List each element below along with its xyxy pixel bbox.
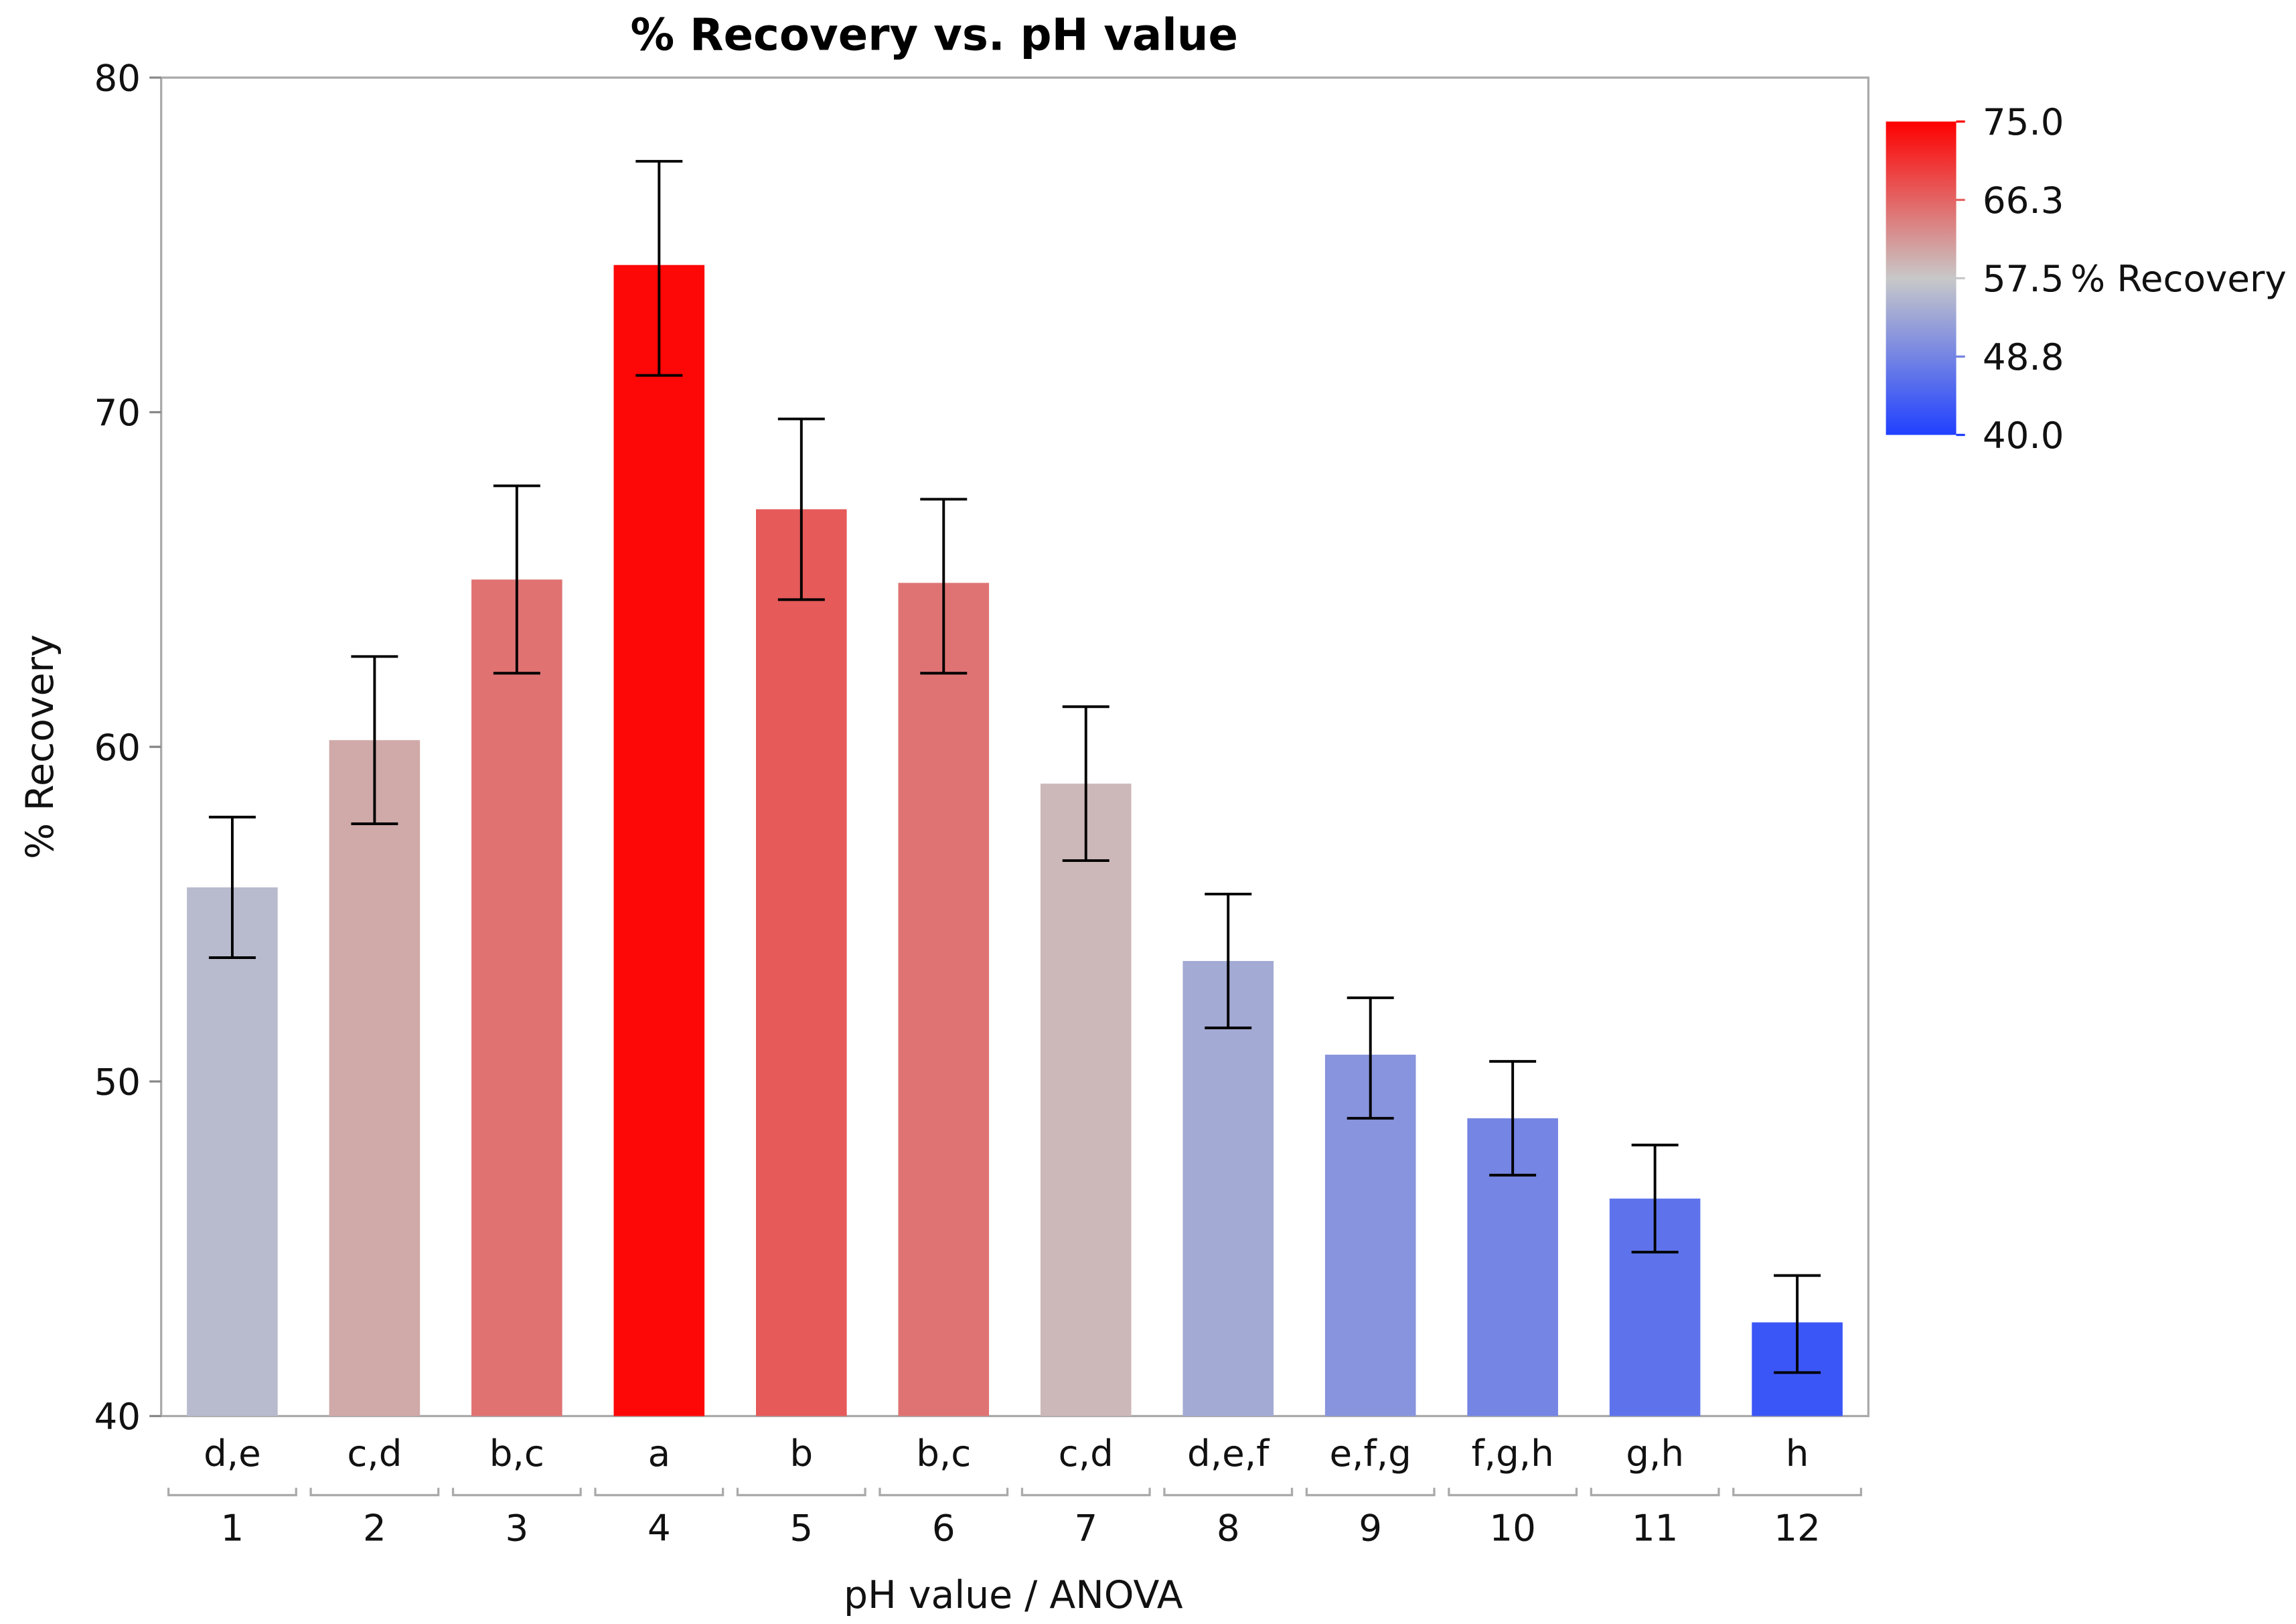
x-axis-label: pH value / ANOVA bbox=[844, 1573, 1183, 1617]
anova-group-label: g,h bbox=[1626, 1432, 1684, 1475]
x-tick-label: 11 bbox=[1632, 1506, 1679, 1549]
bar-2 bbox=[329, 740, 420, 1416]
x-tick-label: 9 bbox=[1359, 1506, 1382, 1549]
bar-1 bbox=[187, 887, 278, 1416]
x-tick-label: 10 bbox=[1489, 1506, 1536, 1549]
x-tick-label: 5 bbox=[789, 1506, 813, 1549]
color-scale-label: % Recovery bbox=[2070, 257, 2287, 300]
chart-title: % Recovery vs. pH value bbox=[631, 9, 1238, 60]
bar-4 bbox=[613, 265, 705, 1416]
bar-5 bbox=[756, 509, 847, 1416]
anova-group-label: f,g,h bbox=[1471, 1432, 1553, 1475]
x-tick-label: 12 bbox=[1774, 1506, 1821, 1549]
bar-8 bbox=[1182, 960, 1274, 1416]
bars bbox=[187, 159, 1843, 1416]
x-tick-label: 1 bbox=[221, 1506, 244, 1549]
anova-group-label: b,c bbox=[916, 1432, 971, 1475]
x-tick-label: 4 bbox=[647, 1506, 671, 1549]
group-bracket bbox=[1448, 1487, 1578, 1497]
legend-tick-label: 75.0 bbox=[1983, 100, 2064, 143]
anova-group-label: c,d bbox=[347, 1432, 402, 1475]
group-bracket bbox=[451, 1487, 582, 1497]
y-tick-label: 50 bbox=[94, 1061, 141, 1104]
anova-group-label: d,e bbox=[204, 1432, 261, 1475]
x-tick-label: 3 bbox=[505, 1506, 528, 1549]
legend-tick-label: 48.8 bbox=[1983, 336, 2064, 378]
y-tick-label: 70 bbox=[94, 391, 141, 434]
y-tick-label: 80 bbox=[94, 57, 141, 100]
color-legend: % Recovery 75.0 66.3 57.5 48.8 40.0 bbox=[1886, 100, 2287, 457]
group-bracket bbox=[1163, 1487, 1294, 1497]
anova-group-label: d,e,f bbox=[1187, 1432, 1270, 1475]
y-axis: 40 50 60 70 80 bbox=[94, 57, 161, 1438]
x-tick-label: 7 bbox=[1074, 1506, 1097, 1549]
anova-group-label: b,c bbox=[489, 1432, 544, 1475]
y-tick-label: 40 bbox=[94, 1395, 141, 1438]
group-bracket bbox=[594, 1487, 724, 1497]
bar-7 bbox=[1040, 784, 1132, 1416]
anova-group-label: a bbox=[648, 1432, 671, 1475]
color-scale-bar bbox=[1886, 121, 1957, 435]
anova-group-label: b bbox=[789, 1432, 813, 1475]
anova-group-label: h bbox=[1786, 1432, 1809, 1475]
group-bracket bbox=[167, 1487, 297, 1497]
bar-6 bbox=[898, 583, 990, 1416]
anova-group-label: e,f,g bbox=[1330, 1432, 1411, 1475]
group-bracket bbox=[1732, 1487, 1863, 1497]
x-axis: d,e 1 c,d 2 b,c 3 a 4 b 5 b,c 6 c,d 7 d,e,f 8 e,f,g 9 f,g,… bbox=[167, 1432, 1863, 1549]
group-bracket bbox=[309, 1487, 440, 1497]
x-tick-label: 8 bbox=[1217, 1506, 1240, 1549]
group-bracket bbox=[1020, 1487, 1151, 1497]
group-bracket bbox=[736, 1487, 866, 1497]
legend-tick-label: 57.5 bbox=[1983, 257, 2064, 300]
x-tick-label: 2 bbox=[363, 1506, 386, 1549]
group-bracket bbox=[1590, 1487, 1720, 1497]
anova-group-label: c,d bbox=[1059, 1432, 1114, 1475]
bar-3 bbox=[471, 579, 562, 1416]
y-tick-label: 60 bbox=[94, 726, 141, 769]
legend-tick-label: 40.0 bbox=[1983, 414, 2064, 457]
group-bracket bbox=[1305, 1487, 1436, 1497]
legend-tick-label: 66.3 bbox=[1983, 179, 2064, 222]
group-bracket bbox=[878, 1487, 1009, 1497]
y-axis-label: % Recovery bbox=[18, 634, 62, 859]
x-tick-label: 6 bbox=[932, 1506, 955, 1549]
